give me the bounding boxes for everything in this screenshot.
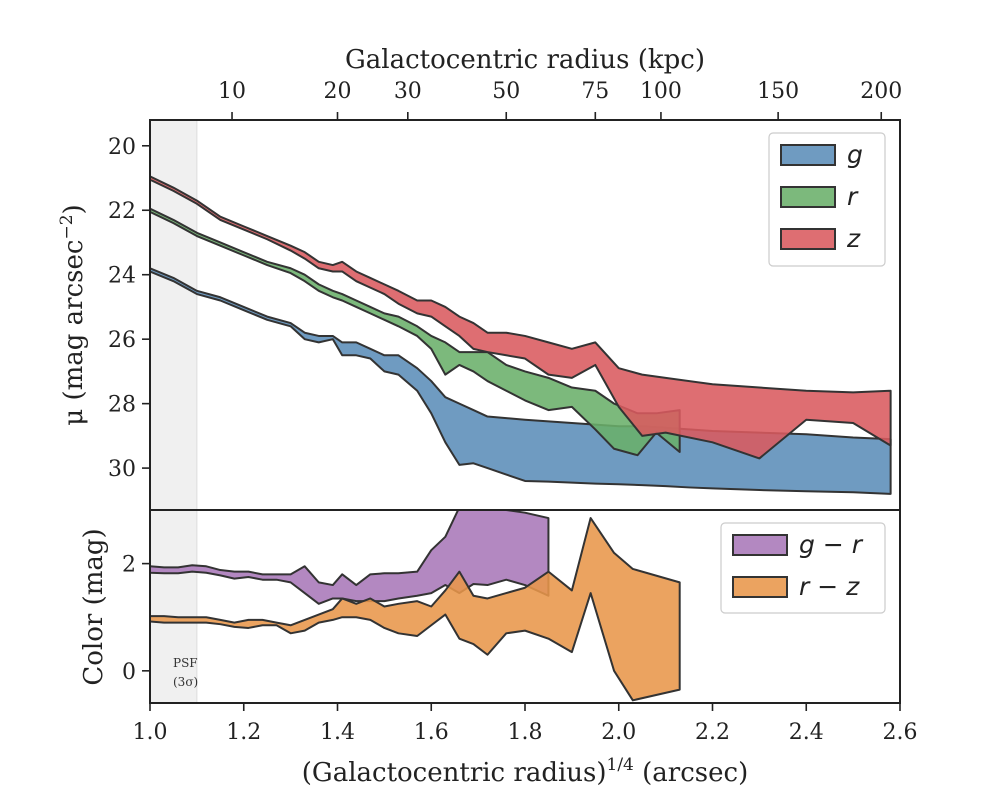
psf-label: PSF [173, 656, 198, 670]
top-x-axis-title: Galactocentric radius (kpc) [345, 45, 705, 75]
legend-label-z: z [846, 224, 861, 253]
band-z [150, 175, 892, 460]
band-g-minus-r [150, 510, 550, 605]
top-x-tick-label: 30 [394, 79, 422, 104]
legend-label-g: g [847, 140, 863, 169]
legend-swatch-g-minus-r [732, 534, 788, 556]
y-tick-label: 28 [108, 393, 136, 418]
legend-label-r: r [847, 182, 859, 211]
axis-ticks: 1.0 1.2 1.4 1.6 1.8 2.0 2.2 2.4 2.610 20 30 50 75 100… [108, 79, 918, 745]
psf-shading-bottom [150, 510, 198, 703]
x-tick-label: 1.4 [320, 720, 355, 745]
x-tick-label: 1.0 [133, 720, 168, 745]
x-tick-label: 1.6 [414, 720, 449, 745]
x-tick-label: 2.4 [789, 720, 824, 745]
legend-top: grz [768, 132, 886, 267]
legend-label-g-minus-r: g − r [799, 530, 864, 559]
x-tick-label: 1.2 [226, 720, 261, 745]
bottom-x-axis-title: (Galactocentric radius)1/4 (arcsec) [302, 755, 748, 788]
color-y-tick-label: 2 [122, 553, 136, 578]
legend-label-r-minus-z: r − z [799, 572, 860, 601]
top-x-tick-label: 150 [757, 79, 799, 104]
color-bands [150, 510, 681, 702]
x-tick-label: 2.0 [601, 720, 636, 745]
band-r-minus-z [150, 517, 681, 702]
color-y-tick-label: 0 [122, 660, 136, 685]
y-tick-label: 26 [108, 328, 136, 353]
legend-swatch-g [780, 144, 836, 166]
x-tick-label: 1.8 [508, 720, 543, 745]
legend-swatch-r [780, 186, 836, 208]
legend-swatch-r-minus-z [732, 576, 788, 598]
bottom-y-axis-title: Color (mag) [79, 528, 109, 685]
y-tick-label: 22 [108, 199, 136, 224]
x-tick-label: 2.2 [695, 720, 730, 745]
legend-swatch-z [780, 228, 836, 250]
top-x-tick-label: 10 [218, 79, 246, 104]
psf-shading-top [150, 120, 198, 510]
psf-sigma-label: (3σ) [173, 675, 198, 689]
top-x-tick-label: 100 [640, 79, 682, 104]
top-x-tick-label: 75 [581, 79, 609, 104]
top-x-tick-label: 20 [324, 79, 352, 104]
surface-brightness-bands [150, 175, 892, 495]
x-tick-label: 2.6 [883, 720, 918, 745]
top-x-tick-label: 200 [860, 79, 902, 104]
top-x-tick-label: 50 [492, 79, 520, 104]
y-tick-label: 20 [108, 135, 136, 160]
y-tick-label: 24 [108, 264, 136, 289]
band-r [150, 207, 681, 457]
psf-shade [150, 510, 197, 703]
y-tick-label: 30 [108, 457, 136, 482]
psf-shade [150, 120, 197, 510]
legend-bottom: g − r r − z [720, 522, 886, 614]
top-y-axis-title: μ (mag arcsec−2) [57, 204, 89, 425]
